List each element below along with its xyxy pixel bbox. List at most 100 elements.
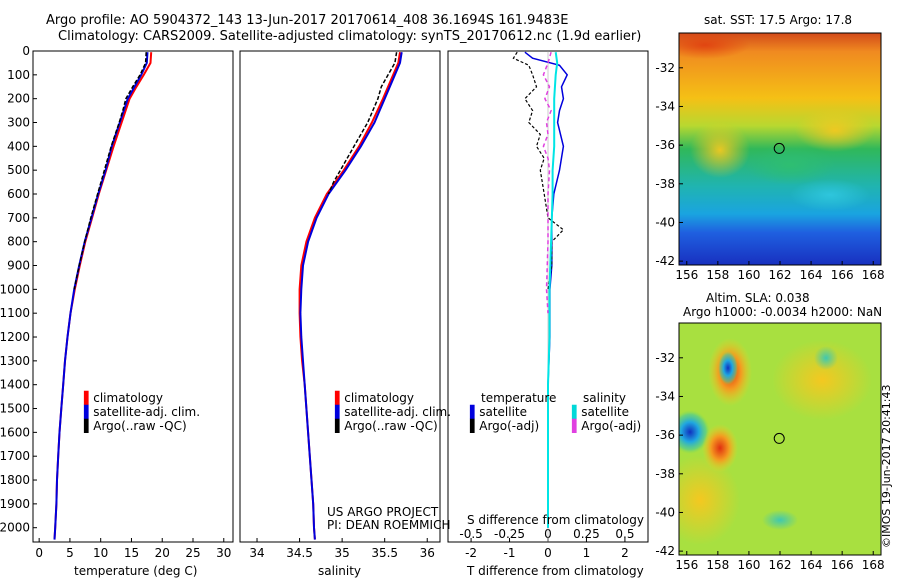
legend-item: ▌satellite (470, 405, 527, 419)
legend-label: satellite-adj. clim. (344, 405, 452, 419)
depth-tick-label: 1100 (0, 306, 30, 320)
map-y-tick-label: -38 (655, 467, 675, 481)
map-x-tick-label: 166 (831, 558, 854, 572)
depth-tick-label: 1000 (0, 282, 30, 296)
s-tick-label: -0.5 (459, 527, 482, 541)
depth-tick-label: 700 (7, 211, 30, 225)
series-line-argo-raw-qc- (327, 52, 398, 195)
pi-annotation: PI: DEAN ROEMMICH (327, 518, 451, 532)
legend-label: satellite (581, 405, 630, 419)
sst-green-patch (745, 145, 835, 185)
temperature-legend-title: temperature (481, 391, 557, 405)
series-line-s-satellite (547, 52, 559, 528)
map-x-tick-label: 162 (769, 558, 792, 572)
depth-tick-label: 600 (7, 187, 30, 201)
map-y-tick-label: -40 (655, 215, 675, 229)
depth-tick-label: 200 (7, 92, 30, 106)
x-tick-label: 15 (124, 546, 139, 560)
climatology-subtitle: Climatology: CARS2009. Satellite-adjuste… (58, 29, 642, 44)
sla-map-subtitle: Argo h1000: -0.0034 h2000: NaN (683, 305, 883, 319)
sla-cyan-spot-2 (762, 510, 798, 530)
legend-item: ▌climatology (335, 391, 414, 405)
salinity-axis-label: salinity (318, 564, 362, 578)
series-line-argo-raw-qc- (73, 52, 147, 290)
legend-label: climatology (344, 391, 414, 405)
s-difference-axis-label: S difference from climatology (467, 513, 644, 527)
sst-warm-eddy (690, 122, 750, 178)
x-tick-label: 0 (35, 546, 43, 560)
map-y-tick-label: -34 (655, 389, 675, 403)
legend-label: climatology (93, 391, 163, 405)
x-tick-label: 30 (216, 546, 231, 560)
sst-warm-patch (795, 108, 875, 152)
legend-item: ▌satellite-adj. clim. (84, 405, 200, 419)
sla-yellow-patch-2 (679, 455, 740, 545)
legend-item: ▌Argo(-adj) (470, 419, 539, 433)
x-tick-label: 20 (155, 546, 170, 560)
depth-tick-label: 2000 (0, 521, 30, 535)
legend-label: satellite (479, 405, 528, 419)
legend-swatch: ▌ (335, 405, 345, 419)
map-y-tick-label: -42 (655, 544, 675, 558)
series-line-satellite-adj-clim- (53, 52, 149, 540)
map-x-tick-label: 156 (675, 558, 698, 572)
series-line-climatology (298, 52, 401, 540)
map-x-tick-label: 160 (737, 558, 760, 572)
depth-tick-label: 800 (7, 235, 30, 249)
legend-item: ▌satellite (572, 405, 629, 419)
depth-tick-label: 1700 (0, 449, 30, 463)
x-tick-label: 2 (621, 546, 629, 560)
depth-tick-label: 1800 (0, 473, 30, 487)
x-tick-label: -2 (465, 546, 477, 560)
legend-swatch: ▌ (572, 419, 582, 433)
legend-item: ▌Argo(..raw -QC) (84, 419, 187, 433)
temperature-panel-frame (32, 50, 234, 543)
legend-item: ▌Argo(..raw -QC) (335, 419, 438, 433)
legend-item: ▌climatology (84, 391, 163, 405)
depth-tick-label: 1200 (0, 330, 30, 344)
legend-label: Argo(-adj) (479, 419, 540, 433)
map-x-tick-label: 168 (862, 558, 885, 572)
depth-tick-label: 900 (7, 259, 30, 273)
x-tick-label: 34.5 (286, 546, 313, 560)
salinity-panel-frame (239, 50, 441, 543)
x-tick-label: 10 (93, 546, 108, 560)
depth-tick-label: 0 (22, 44, 30, 58)
legend-label: Argo(..raw -QC) (344, 419, 438, 433)
sla-low-eddy (679, 410, 710, 454)
legend-swatch: ▌ (470, 419, 480, 433)
depth-tick-label: 100 (7, 68, 30, 82)
series-line-s-argo-adj- (542, 51, 552, 314)
x-tick-label: 34 (249, 546, 264, 560)
map-y-tick-label: -40 (655, 505, 675, 519)
map-x-tick-label: 162 (769, 268, 792, 282)
sst-map-title: sat. SST: 17.5 Argo: 17.8 (704, 13, 853, 27)
x-tick-label: 5 (66, 546, 74, 560)
sst-map (679, 33, 881, 265)
legend-label: Argo(..raw -QC) (93, 419, 187, 433)
legend-swatch: ▌ (335, 391, 345, 405)
legend-swatch: ▌ (84, 391, 94, 405)
map-y-tick-label: -32 (655, 61, 675, 75)
legend-swatch: ▌ (84, 419, 94, 433)
series-line-satellite-adj-clim- (299, 52, 403, 540)
map-y-tick-label: -38 (655, 177, 675, 191)
map-y-tick-label: -34 (655, 99, 675, 113)
legend-swatch: ▌ (335, 419, 345, 433)
sst-cyan-patch (790, 179, 870, 211)
series-line-t-argo-adj- (512, 51, 565, 290)
map-y-tick-label: -32 (655, 351, 675, 365)
legend-swatch: ▌ (84, 405, 94, 419)
sla-high-eddy-2 (702, 424, 738, 472)
map-x-tick-label: 164 (800, 558, 823, 572)
depth-tick-label: 300 (7, 116, 30, 130)
legend-swatch: ▌ (572, 405, 582, 419)
t-difference-axis-label: T difference from climatology (467, 564, 644, 578)
map-x-tick-label: 164 (800, 268, 823, 282)
x-tick-label: 25 (185, 546, 200, 560)
map-y-tick-label: -42 (655, 254, 675, 268)
depth-tick-label: 1900 (0, 497, 30, 511)
sla-yellow-patch (772, 340, 872, 420)
sla-low-core (718, 351, 738, 385)
